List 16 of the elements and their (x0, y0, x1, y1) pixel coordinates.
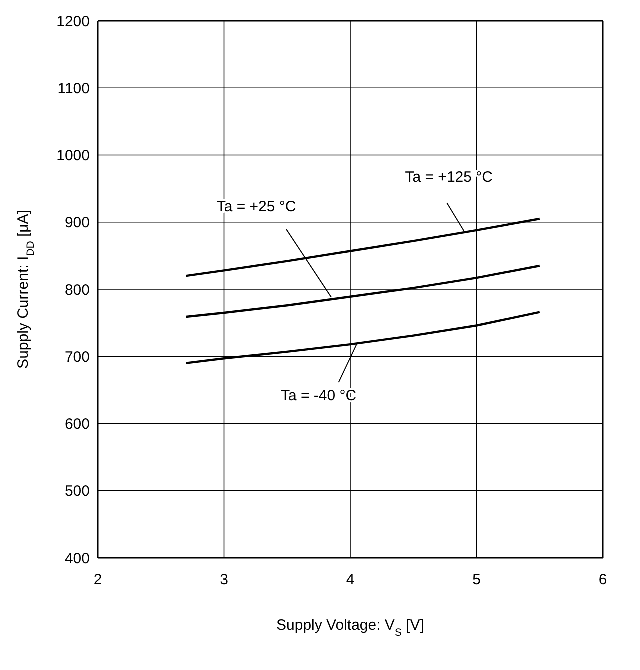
y-tick-label: 400 (64, 550, 90, 568)
y-tick-label: 1100 (58, 80, 90, 98)
y-tick-label: 900 (64, 214, 90, 232)
x-tick-label: 4 (346, 572, 355, 589)
y-tick-label: 700 (64, 348, 90, 366)
x-axis-title: Supply Voltage: V$_{S}$ [V] (276, 617, 424, 639)
y-tick-label: 1200 (56, 13, 90, 30)
y-tick-label: 600 (64, 416, 90, 434)
x-tick-label: 2 (94, 572, 102, 589)
x-tick-label: 6 (598, 572, 608, 589)
annotation: Ta = +125 °C (405, 169, 494, 186)
y-tick-label: 1000 (56, 148, 90, 165)
x-tick-label: 3 (220, 572, 228, 589)
x-tick-label: 5 (472, 572, 481, 589)
y-tick-label: 500 (64, 483, 90, 500)
y-tick-label: 800 (64, 282, 90, 299)
